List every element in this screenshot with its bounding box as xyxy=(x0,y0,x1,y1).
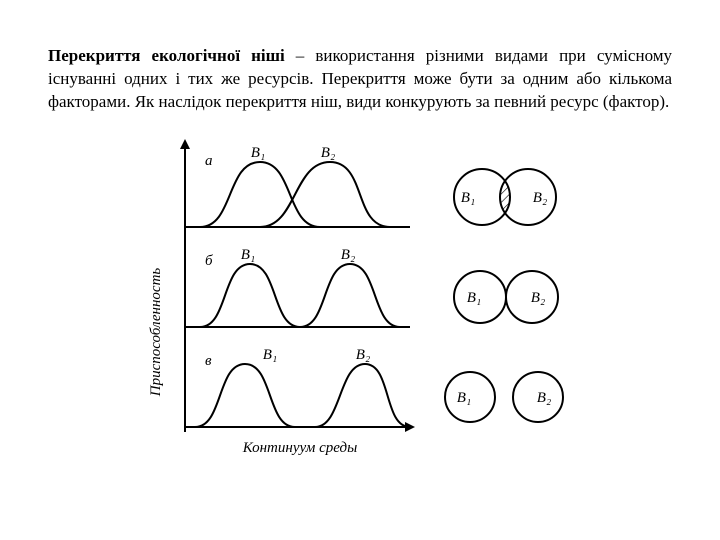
svg-text:б: б xyxy=(205,253,213,269)
figure-svg: Приспособленность а B₁ B₂ B₁ B₂ б B₁ B₂ B₁ B₂ в B₁ B₂… xyxy=(130,132,590,472)
svg-text:Континуум среды: Континуум среды xyxy=(242,440,358,456)
svg-text:а: а xyxy=(205,153,213,169)
definition-paragraph: Перекриття екологічної ніші – використан… xyxy=(48,45,672,114)
svg-text:B₁: B₁ xyxy=(241,247,255,263)
svg-text:B₂: B₂ xyxy=(356,347,370,363)
svg-text:B₁: B₁ xyxy=(263,347,277,363)
svg-text:в: в xyxy=(205,353,212,369)
svg-text:B₂: B₂ xyxy=(537,390,551,406)
svg-text:B₂: B₂ xyxy=(533,190,547,206)
term: Перекриття екологічної ніші xyxy=(48,46,285,65)
svg-text:Приспособленность: Приспособленность xyxy=(148,267,164,397)
svg-text:B₂: B₂ xyxy=(341,247,355,263)
svg-text:B₁: B₁ xyxy=(461,190,475,206)
svg-text:B₂: B₂ xyxy=(321,145,335,161)
svg-text:B₂: B₂ xyxy=(531,290,545,306)
niche-overlap-figure: Приспособленность а B₁ B₂ B₁ B₂ б B₁ B₂ B₁ B₂ в B₁ B₂… xyxy=(130,132,590,477)
svg-text:B₁: B₁ xyxy=(251,145,265,161)
svg-text:B₁: B₁ xyxy=(467,290,481,306)
figure-container: Приспособленность а B₁ B₂ B₁ B₂ б B₁ B₂ B₁ B₂ в B₁ B₂… xyxy=(48,132,672,477)
svg-text:B₁: B₁ xyxy=(457,390,471,406)
